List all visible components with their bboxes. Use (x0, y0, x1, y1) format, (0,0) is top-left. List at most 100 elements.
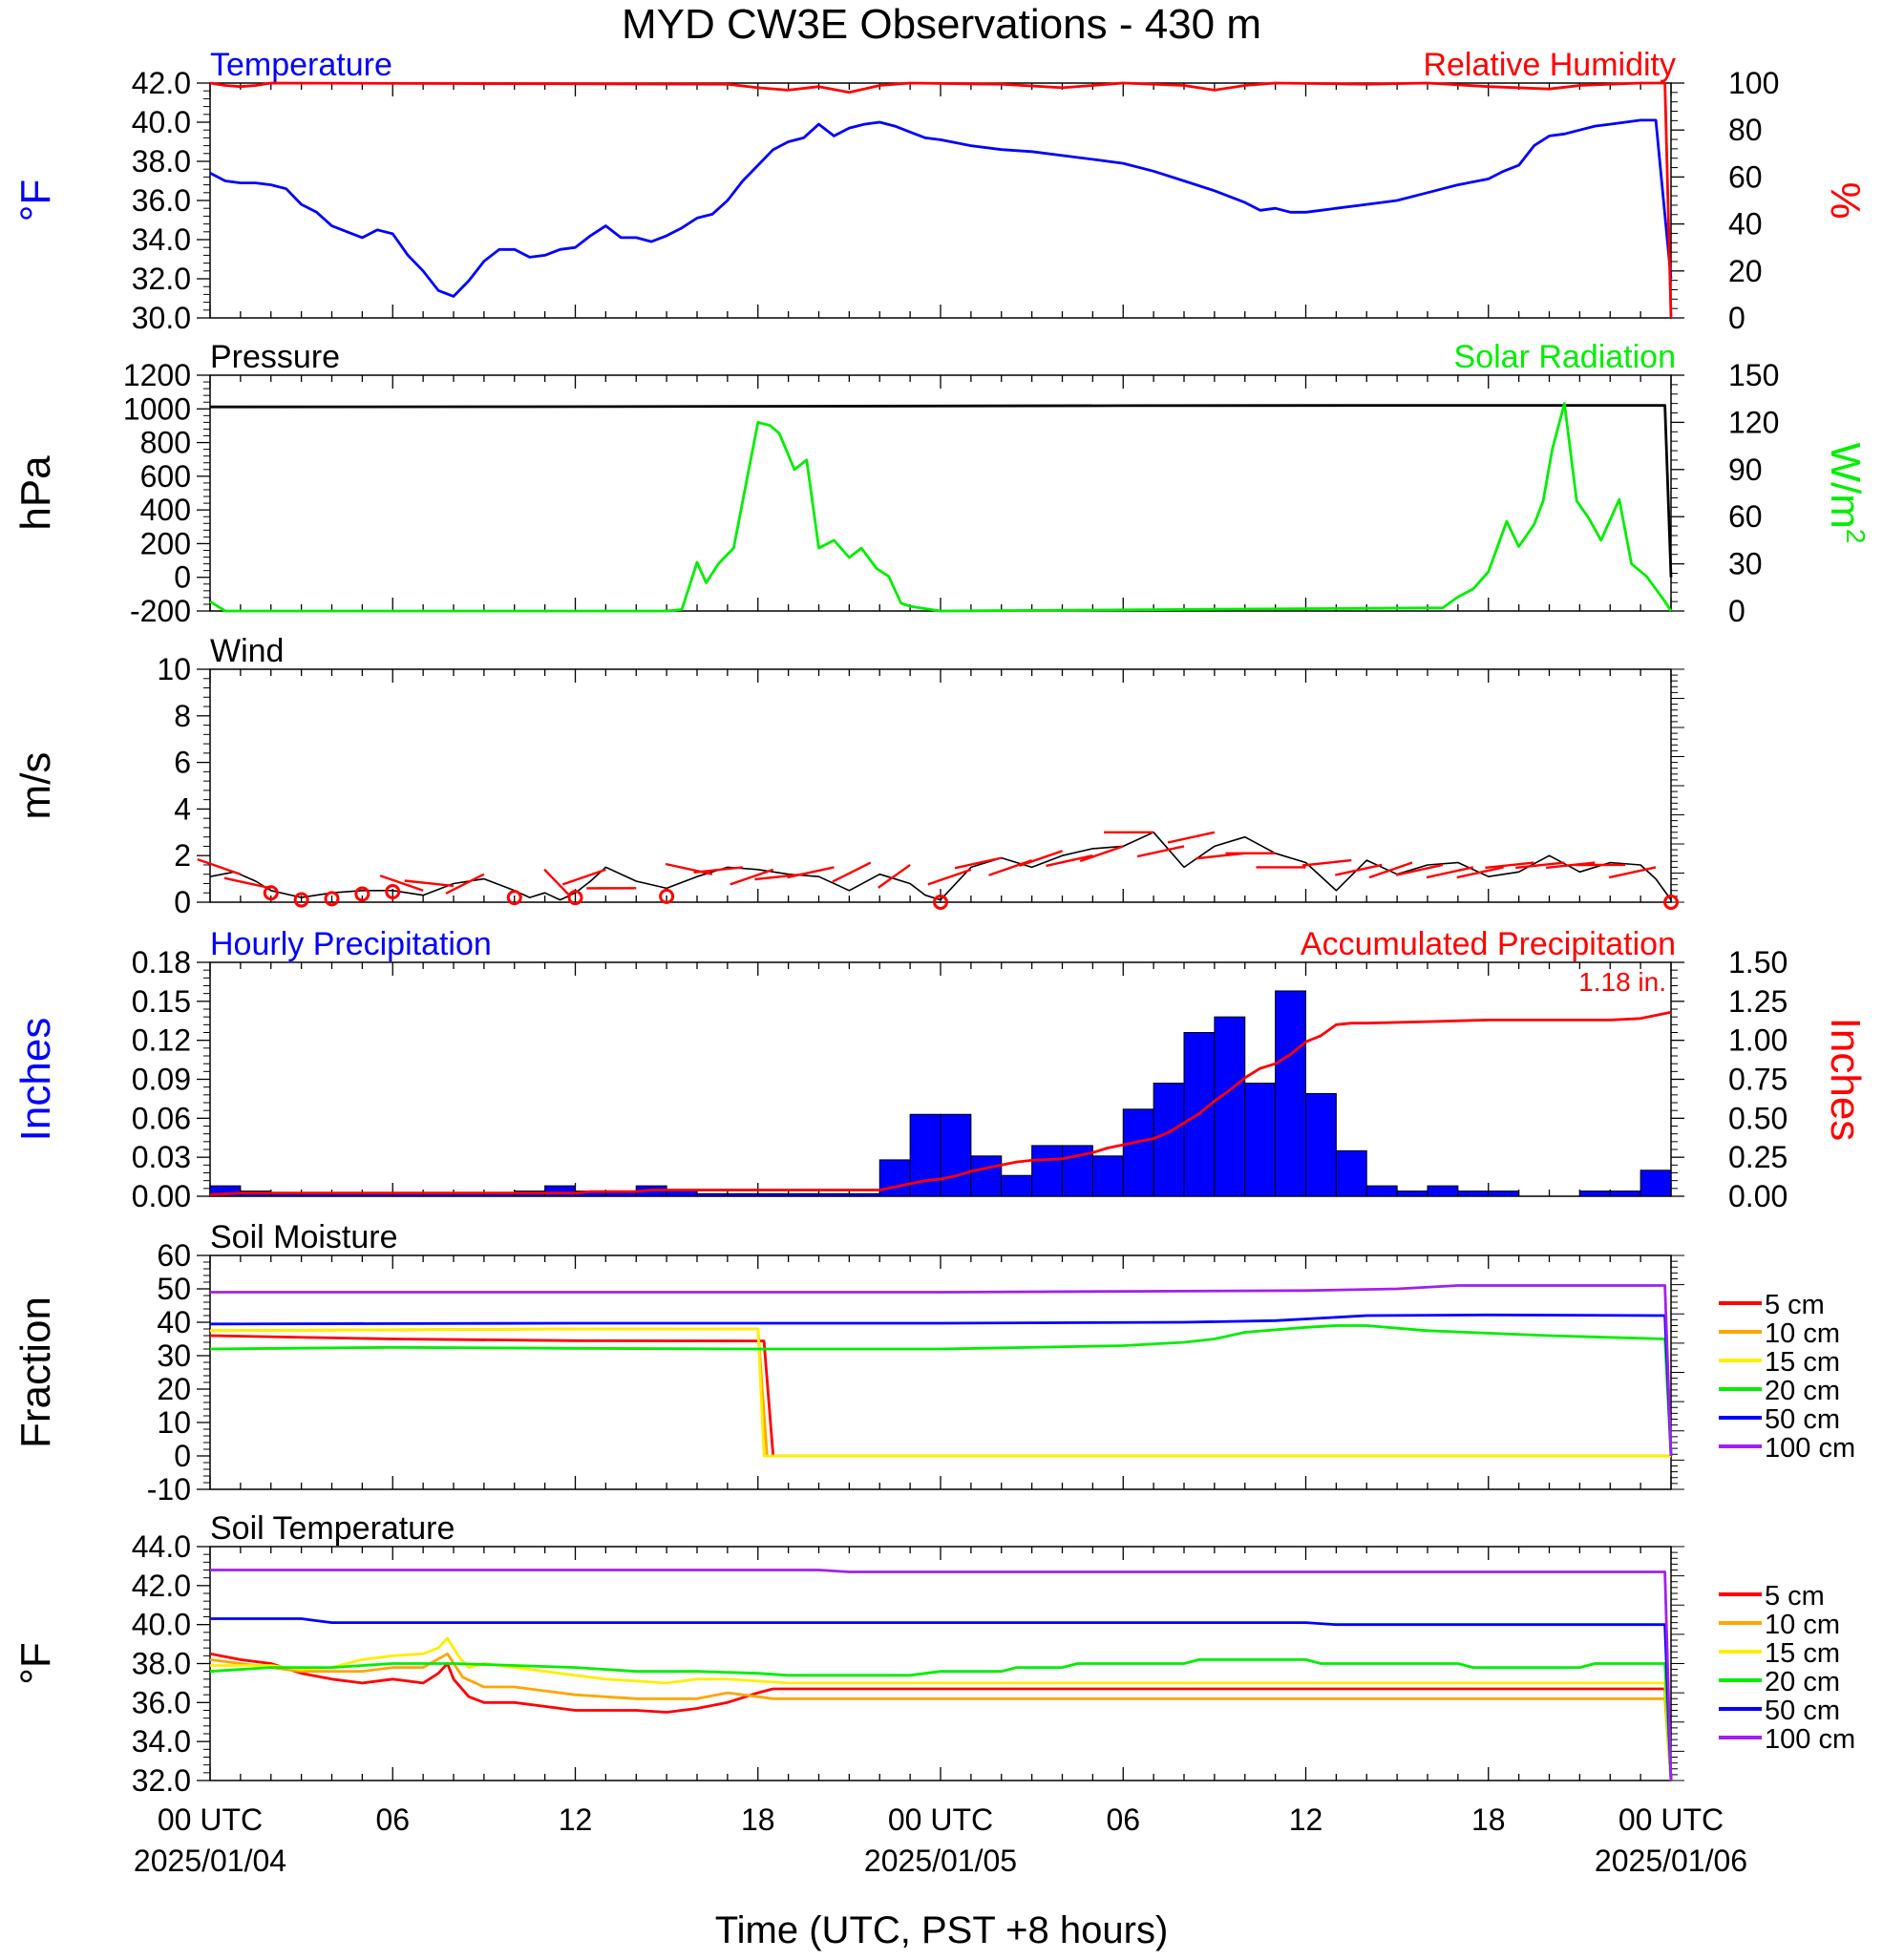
y-left-tick-label: 20 (157, 1372, 191, 1406)
wind-barb (1136, 845, 1185, 858)
y-right-tick-label: 0.00 (1728, 1179, 1788, 1213)
precip-bar (1457, 1191, 1490, 1197)
y-left-label: Inches (12, 1018, 59, 1142)
legend-label: 10 cm (1765, 1610, 1840, 1640)
y-right-label: Inches (1822, 1018, 1869, 1142)
precip-bar (1214, 1016, 1246, 1197)
precip-bar (666, 1191, 698, 1197)
wind-barb (1485, 861, 1534, 870)
panel-title-right: Relative Humidity (1423, 47, 1676, 83)
precip-bar (696, 1192, 729, 1197)
panel-soil_temp: 32.0 34.0 36.0 38.0 40.0 42.0 44.0 Soil Tempera… (12, 1510, 1855, 1798)
y-left-tick-label: 30 (157, 1338, 191, 1373)
calm-wind-marker (354, 886, 370, 902)
calm-wind-marker (933, 895, 948, 910)
series-line (210, 1636, 1673, 1781)
precip-bar (1488, 1191, 1520, 1197)
y-left-tick-label: -200 (130, 594, 191, 628)
panel-title-left: Temperature (210, 47, 392, 83)
y-left-label: °F (12, 1642, 59, 1684)
y-right-tick-label: 0.25 (1728, 1140, 1788, 1174)
y-left-tick-label: 36.0 (132, 183, 191, 218)
series-line (209, 831, 1672, 901)
y-left-tick-label: 200 (140, 526, 191, 560)
series-line (209, 1652, 1673, 1781)
wind-barb (404, 879, 455, 888)
wind-barb (1545, 861, 1596, 870)
wind-barb (954, 856, 1003, 870)
precip-bar (848, 1192, 880, 1197)
y-left-tick-label: 4 (174, 791, 191, 826)
calm-wind-marker (263, 885, 279, 901)
precip-bar (1609, 1191, 1641, 1197)
precip-bar (1153, 1083, 1185, 1197)
series-line (210, 1569, 1673, 1781)
y-left-tick-label: 32.0 (132, 1763, 191, 1798)
legend-label: 100 cm (1765, 1433, 1855, 1464)
wind-barb (1335, 863, 1383, 876)
series-line (209, 1324, 1673, 1457)
y-right-tick-label: 1.50 (1728, 945, 1788, 980)
y-right-tick-label: 30 (1728, 547, 1763, 581)
legend-label: 50 cm (1765, 1696, 1840, 1726)
y-left-tick-label: 800 (140, 426, 191, 460)
plot-frame (209, 374, 1672, 612)
panel-title-left: Soil Moisture (210, 1219, 398, 1255)
x-tick-date: 2025/01/05 (864, 1844, 1017, 1878)
legend-label: 10 cm (1765, 1318, 1840, 1349)
y-left-tick-label: 0.18 (132, 945, 191, 980)
accumulated-total-label: 1.18 in. (1578, 967, 1666, 997)
precip-bar (1365, 1185, 1398, 1197)
wind-barb (1368, 861, 1413, 879)
y-left-tick-label: 0.09 (132, 1063, 191, 1097)
precip-bar (940, 1113, 972, 1197)
y-left-tick-label: 600 (140, 459, 191, 494)
y-right-label-superscript: 2 (1841, 529, 1871, 544)
precip-bar (1640, 1170, 1672, 1197)
y-left-tick-label: 34.0 (132, 1724, 191, 1759)
y-left-label: hPa (12, 455, 59, 531)
y-left-tick-label: 30.0 (132, 301, 191, 335)
series-line (209, 1334, 1671, 1458)
y-left-tick-label: 38.0 (132, 1647, 191, 1681)
y-left-tick-label: 0.03 (132, 1140, 191, 1174)
y-right-tick-label: 0.50 (1728, 1101, 1788, 1135)
wind-barb (561, 868, 606, 886)
panel-temp_rh: 30.0 32.0 34.0 36.0 38.0 40.0 42.0 0 20 40 60 80 100… (12, 47, 1869, 335)
y-left-tick-label: 40.0 (132, 1608, 191, 1642)
wind-barb (1456, 866, 1504, 879)
wind-barb (832, 861, 872, 883)
legend-label: 100 cm (1765, 1724, 1855, 1755)
chart-panels: 30.032.034.036.038.040.042.0020406080100… (12, 47, 1871, 1878)
wind-barb (1395, 863, 1444, 876)
panel-title-left: Hourly Precipitation (210, 926, 492, 962)
series-line (209, 402, 1673, 613)
precip-bar (1305, 1092, 1337, 1197)
y-left-tick-label: 8 (174, 699, 191, 733)
y-left-label: Fraction (12, 1296, 59, 1448)
precip-bar (970, 1155, 1003, 1197)
x-axis-title: Time (UTC, PST +8 hours) (715, 1909, 1169, 1951)
y-right-tick-label: 0 (1728, 301, 1745, 335)
wind-barb (1167, 831, 1216, 844)
y-right-tick-label: 0 (1728, 594, 1745, 628)
panel-wind: 0 2 4 6 8 10 Wind m/s (12, 633, 1684, 919)
y-left-tick-label: 0.06 (132, 1101, 191, 1135)
y-right-tick-label: 0.75 (1728, 1063, 1788, 1097)
y-left-tick-label: 1000 (123, 391, 191, 426)
precip-bar (818, 1192, 850, 1197)
precip-bar (1244, 1083, 1277, 1197)
y-left-tick-label: 0.00 (132, 1179, 191, 1213)
y-right-tick-label: 90 (1728, 453, 1763, 487)
x-tick-label: 00 UTC (158, 1802, 263, 1837)
legend-label: 5 cm (1765, 1290, 1825, 1320)
wind-barb (1515, 861, 1565, 870)
x-tick-label: 18 (1471, 1802, 1506, 1837)
y-left-tick-label: 44.0 (132, 1529, 191, 1564)
panel-title-right: Solar Radiation (1454, 339, 1676, 375)
series-line (209, 118, 1673, 298)
series-line (209, 1010, 1672, 1196)
y-left-tick-label: 0 (174, 560, 191, 595)
y-left-tick-label: 50 (157, 1272, 191, 1306)
wind-barb (1046, 854, 1093, 868)
